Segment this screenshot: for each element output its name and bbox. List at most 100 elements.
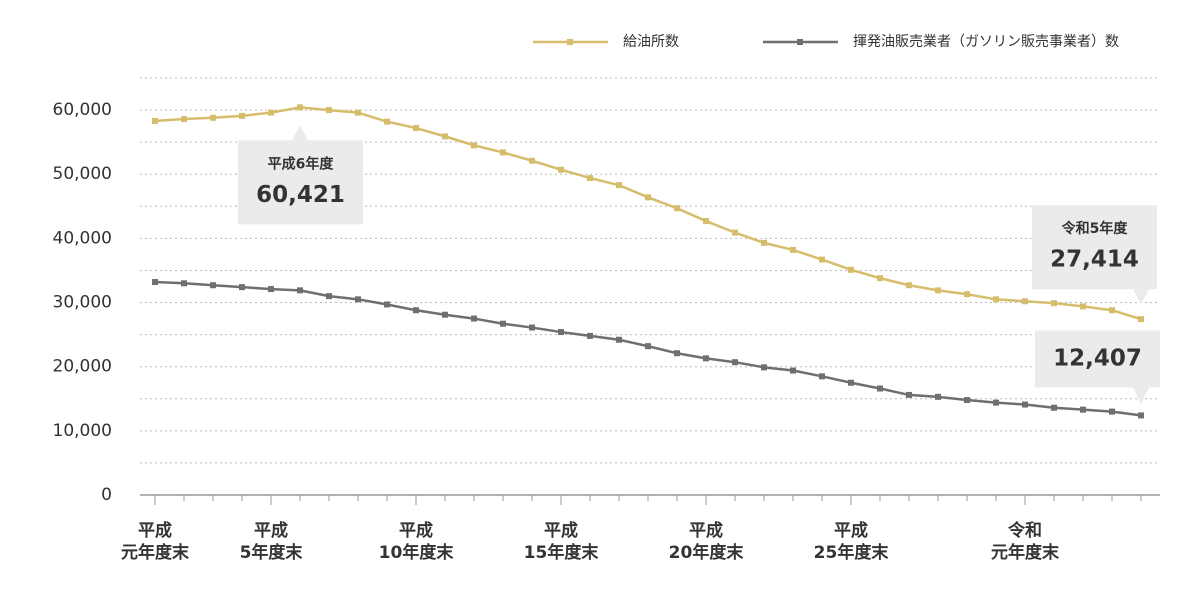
x-tick-label: 平成	[254, 520, 288, 541]
x-tick-label: 25年度末	[814, 542, 890, 563]
point-marker	[413, 125, 419, 132]
point-marker	[558, 329, 564, 336]
point-marker	[1022, 401, 1028, 408]
point-marker	[384, 301, 390, 308]
point-marker	[1109, 408, 1115, 415]
point-marker	[384, 118, 390, 125]
x-tick-label: 平成	[138, 520, 172, 541]
point-marker	[964, 397, 970, 404]
point-marker	[848, 266, 854, 273]
point-marker	[268, 286, 274, 293]
point-marker	[529, 324, 535, 331]
callout-pointer	[1133, 289, 1149, 305]
x-tick-label: 20年度末	[669, 542, 745, 563]
point-marker	[732, 359, 738, 366]
callout-note: 令和5年度	[1061, 220, 1129, 237]
point-marker	[616, 336, 622, 343]
point-marker	[616, 182, 622, 189]
point-marker	[674, 205, 680, 212]
callout-box	[238, 140, 363, 225]
point-marker	[790, 246, 796, 253]
y-tick-label: 0	[101, 485, 112, 505]
value-label: 27,414	[1050, 247, 1139, 273]
point-marker	[239, 284, 245, 291]
point-marker	[529, 157, 535, 164]
point-marker	[906, 391, 912, 398]
point-marker	[645, 343, 651, 350]
point-marker	[471, 315, 477, 322]
point-marker	[703, 218, 709, 225]
x-tick-label: 令和	[1008, 520, 1042, 541]
point-marker	[819, 256, 825, 263]
point-marker	[993, 296, 999, 303]
legend-label: 給油所数	[623, 34, 679, 50]
callout-note: 平成6年度	[268, 155, 335, 172]
x-tick-label: 平成	[689, 520, 723, 541]
point-marker	[993, 399, 999, 406]
y-tick-label: 60,000	[53, 100, 112, 120]
value-label: 60,421	[256, 182, 345, 208]
point-marker	[877, 275, 883, 282]
point-marker	[442, 311, 448, 318]
callout-pointer	[292, 125, 308, 141]
point-marker	[210, 282, 216, 289]
point-marker	[935, 393, 941, 400]
x-tick-label: 元年度末	[991, 542, 1060, 563]
point-marker	[355, 296, 361, 303]
y-tick-label: 50,000	[53, 164, 112, 184]
point-marker	[587, 332, 593, 339]
point-marker	[761, 239, 767, 246]
x-tick-label: 5年度末	[240, 542, 304, 563]
point-marker	[1051, 404, 1057, 411]
y-tick-label: 10,000	[53, 421, 112, 441]
value-label: 12,407	[1053, 345, 1142, 371]
point-marker	[1022, 298, 1028, 305]
point-marker	[326, 107, 332, 114]
y-tick-label: 40,000	[53, 228, 112, 248]
callout-box	[1032, 205, 1157, 290]
point-marker	[1138, 412, 1144, 419]
point-marker	[471, 142, 477, 149]
point-marker	[152, 117, 158, 124]
x-tick-label: 平成	[834, 520, 868, 541]
point-marker	[645, 194, 651, 201]
x-tick-label: 平成	[399, 520, 433, 541]
point-marker	[703, 355, 709, 362]
y-tick-label: 30,000	[53, 293, 112, 313]
point-marker	[877, 385, 883, 392]
point-marker	[500, 320, 506, 327]
point-marker	[355, 109, 361, 116]
callout-pointer	[1133, 387, 1149, 405]
legend-marker	[567, 39, 573, 45]
point-marker	[268, 109, 274, 116]
point-marker	[442, 133, 448, 140]
point-marker	[326, 293, 332, 300]
point-marker	[1138, 316, 1144, 323]
point-marker	[761, 364, 767, 371]
point-marker	[848, 379, 854, 386]
legend-marker	[797, 39, 803, 45]
point-marker	[558, 166, 564, 173]
point-marker	[819, 373, 825, 380]
point-marker	[1080, 303, 1086, 310]
point-marker	[181, 280, 187, 287]
point-marker	[239, 112, 245, 119]
point-marker	[1051, 300, 1057, 307]
point-marker	[297, 104, 303, 111]
point-marker	[1109, 307, 1115, 314]
point-marker	[935, 287, 941, 294]
point-marker	[1080, 406, 1086, 413]
y-tick-label: 20,000	[53, 357, 112, 377]
point-marker	[587, 175, 593, 182]
point-marker	[790, 367, 796, 374]
x-tick-label: 平成	[544, 520, 578, 541]
point-marker	[413, 307, 419, 314]
x-tick-label: 元年度末	[121, 542, 190, 563]
point-marker	[297, 287, 303, 294]
point-marker	[500, 149, 506, 156]
legend-label: 揮発油販売業者（ガソリン販売事業者）数	[853, 34, 1119, 50]
callout-box	[1035, 330, 1160, 388]
x-tick-label: 10年度末	[379, 542, 455, 563]
